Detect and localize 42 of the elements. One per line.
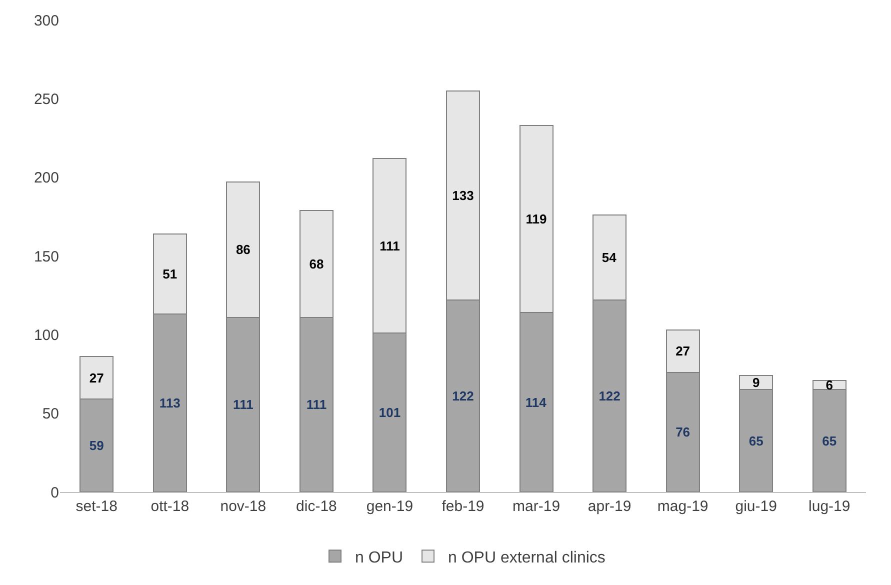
data-label: 65 xyxy=(822,433,837,448)
x-tick-label: feb-19 xyxy=(442,498,484,515)
data-label: 54 xyxy=(602,250,618,266)
data-label: 111 xyxy=(380,238,400,254)
y-tick-label: 0 xyxy=(50,484,59,502)
data-label: 9 xyxy=(752,375,760,390)
y-tick-label: 200 xyxy=(34,170,59,187)
data-label: 101 xyxy=(378,405,401,420)
x-tick-label: dic-18 xyxy=(296,498,337,515)
data-label: 113 xyxy=(159,396,180,411)
data-label: 76 xyxy=(676,424,690,440)
x-tick-label: giu-19 xyxy=(735,498,777,515)
x-tick-label: apr-19 xyxy=(588,498,632,515)
x-tick-label: nov-18 xyxy=(220,498,266,515)
data-label: 51 xyxy=(162,266,178,282)
y-tick-label: 50 xyxy=(42,406,59,423)
data-label: 86 xyxy=(236,242,250,258)
x-tick-label: lug-19 xyxy=(808,498,850,515)
data-label: 111 xyxy=(233,397,254,412)
x-tick-label: mar-19 xyxy=(512,498,560,515)
data-label: 59 xyxy=(89,438,104,454)
data-label: 27 xyxy=(676,344,690,359)
data-label: 65 xyxy=(748,433,764,448)
y-tick-label: 250 xyxy=(34,90,59,108)
y-tick-label: 150 xyxy=(34,248,59,266)
y-tick-label: 100 xyxy=(34,326,59,344)
x-tick-label: set-18 xyxy=(76,498,118,515)
data-label: 111 xyxy=(306,397,327,412)
data-label: 119 xyxy=(526,212,547,227)
x-tick-label: ott-18 xyxy=(150,498,190,515)
data-label: 122 xyxy=(452,388,474,404)
data-label: 27 xyxy=(89,370,104,386)
data-label: 68 xyxy=(309,256,324,272)
data-label: 114 xyxy=(525,394,548,410)
x-tick-label: mag-19 xyxy=(657,498,708,515)
data-label: 122 xyxy=(598,388,620,404)
legend-label: n OPU xyxy=(355,549,404,566)
data-label: 6 xyxy=(826,378,833,393)
x-tick-label: gen-19 xyxy=(366,498,414,515)
y-tick-label: 300 xyxy=(34,12,59,30)
legend-label: n OPU external clinics xyxy=(448,549,606,566)
data-label: 133 xyxy=(452,188,474,203)
